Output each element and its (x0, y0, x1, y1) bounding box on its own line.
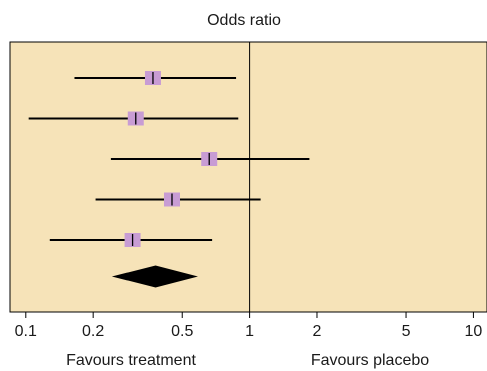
study-row (110, 152, 310, 166)
x-tick-label: 0.5 (171, 323, 193, 340)
x-tick-label: 0.1 (15, 323, 37, 340)
x-tick-label: 1 (245, 323, 254, 340)
x-tick-label: 2 (313, 323, 322, 340)
x-tick-label: 5 (402, 323, 411, 340)
chart-title: Odds ratio (207, 12, 281, 29)
favours-placebo-label: Favours placebo (311, 352, 429, 369)
study-row (74, 71, 237, 85)
x-axis: 0.1 0.2 0.5 1 2 5 10 (15, 312, 483, 340)
pooled-estimate-diamond (111, 265, 198, 288)
favours-treatment-label: Favours treatment (66, 352, 196, 369)
study-row (95, 192, 261, 207)
plot-panel (9, 41, 487, 313)
x-tick-label: 0.2 (82, 323, 104, 340)
study-row (49, 233, 213, 247)
study-row (28, 111, 239, 126)
x-tick-label: 10 (465, 323, 483, 340)
study-rows (28, 71, 310, 247)
